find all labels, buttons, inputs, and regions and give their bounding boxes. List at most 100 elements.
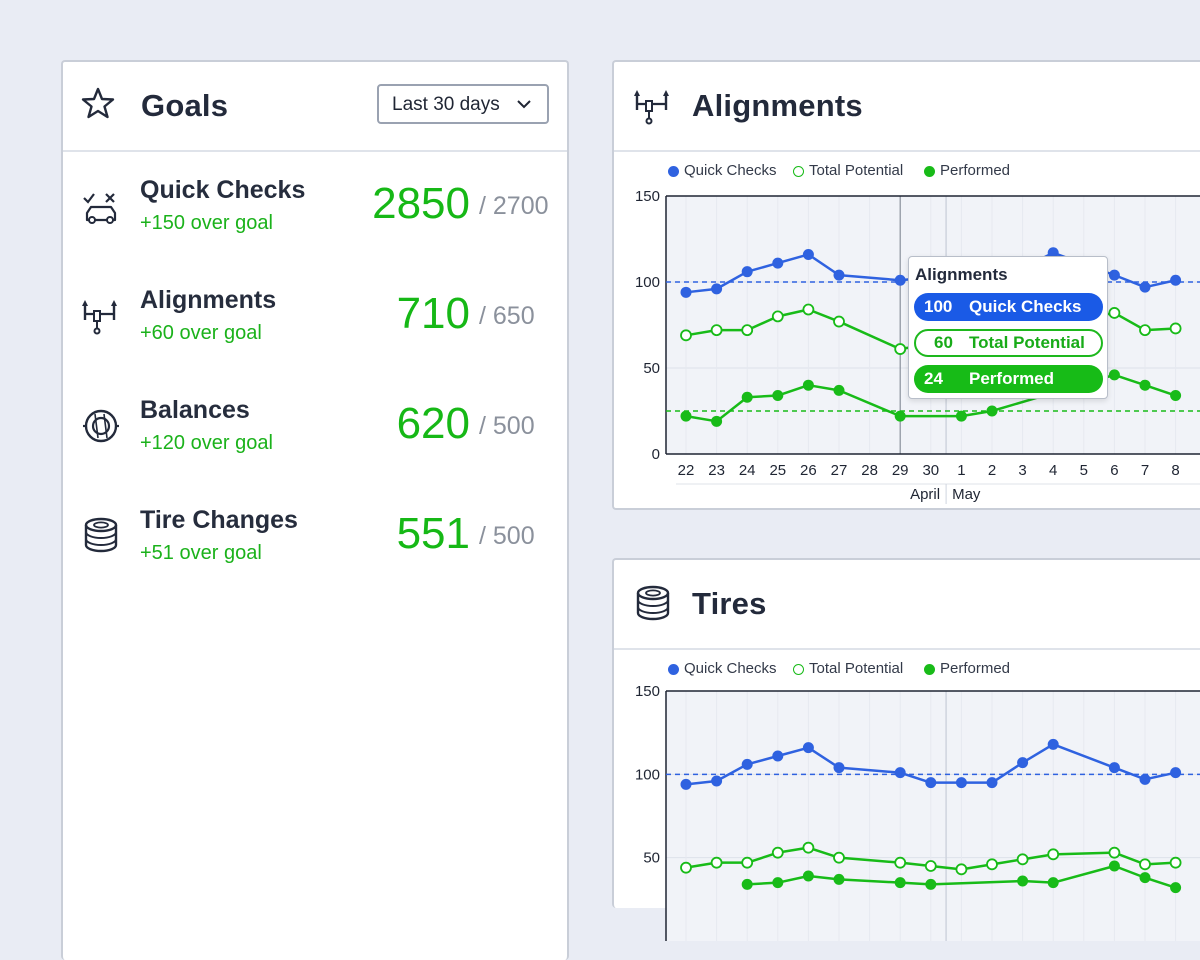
goal-target: / 500 [479, 412, 535, 440]
data-point-quick-checks [955, 777, 967, 789]
legend-label: Total Potential [809, 162, 904, 179]
data-point-total-potential [771, 846, 784, 859]
x-tick-label: 5 [1080, 462, 1088, 479]
chart-tooltip: Alignments 100 Quick Checks 60 Total Pot… [908, 256, 1108, 399]
goal-row-alignments[interactable]: Alignments +60 over goal 710 / 650 [63, 286, 567, 376]
legend-label: Quick Checks [684, 162, 777, 179]
legend-label: Total Potential [809, 660, 904, 677]
tooltip-value: 60 [934, 333, 953, 352]
date-range-label: Last 30 days [392, 94, 500, 115]
data-point-total-potential [1139, 858, 1151, 871]
alignments-header: Alignments [614, 62, 1200, 152]
data-point-total-potential [741, 324, 754, 337]
data-point-performed [955, 410, 967, 422]
tooltip-title: Alignments [915, 265, 1008, 284]
data-point-quick-checks [1139, 773, 1151, 785]
data-point-total-potential [710, 324, 723, 337]
x-tick-label: 22 [678, 462, 695, 479]
x-tick-label: 24 [739, 462, 756, 479]
data-point-total-potential [802, 303, 815, 316]
goals-panel: Goals Last 30 days Quick Checks +150 ove… [61, 60, 569, 960]
series-line-total-potential [685, 308, 1176, 351]
legend-label: Performed [940, 162, 1011, 179]
data-point-quick-checks [833, 762, 845, 774]
x-tick-label: 25 [769, 462, 786, 479]
data-point-performed [1108, 860, 1120, 872]
data-point-quick-checks [741, 758, 753, 770]
goal-name: Quick Checks [140, 176, 306, 204]
goal-delta: +150 over goal [140, 212, 273, 234]
x-group-label: April [910, 486, 940, 503]
goal-row-quick-checks[interactable]: Quick Checks +150 over goal 2850 / 2700 [63, 176, 567, 266]
data-point-performed [1047, 877, 1059, 889]
tire-stack-icon [84, 517, 118, 553]
date-range-select[interactable]: Last 30 days [377, 84, 549, 124]
data-point-quick-checks [1139, 281, 1151, 293]
data-point-performed [925, 878, 937, 890]
data-point-performed [802, 870, 814, 882]
tooltip-value: 24 [924, 369, 943, 388]
data-point-total-potential [833, 851, 845, 864]
y-tick-label: 100 [635, 766, 660, 783]
data-point-performed [894, 877, 906, 889]
tires-panel: Tires Quick Checks Total Potential Perfo… [612, 558, 1200, 941]
goal-value: 710 [396, 289, 470, 338]
data-point-performed [986, 405, 998, 417]
data-point-quick-checks [1170, 767, 1182, 779]
data-point-performed [1108, 369, 1120, 381]
goal-name: Balances [140, 396, 250, 424]
x-tick-label: 29 [892, 462, 909, 479]
legend-marker [793, 664, 804, 675]
y-tick-label: 100 [635, 274, 660, 291]
wheel-icon [83, 409, 119, 443]
tire-stack-icon [636, 585, 670, 621]
data-point-performed [772, 390, 784, 402]
data-point-quick-checks [772, 750, 784, 762]
goal-value: 2850 [372, 179, 470, 228]
tires-chart[interactable]: 50 100 150 [614, 560, 1200, 941]
data-point-quick-checks [772, 257, 784, 269]
data-point-total-potential [986, 858, 998, 871]
x-tick-label: 26 [800, 462, 817, 479]
data-point-performed [680, 410, 692, 422]
data-point-quick-checks [925, 777, 937, 789]
tires-header: Tires [614, 560, 1200, 650]
data-point-performed [1139, 379, 1151, 391]
data-point-total-potential [771, 310, 784, 323]
data-point-performed [1170, 882, 1182, 894]
plot-area [666, 691, 1200, 941]
goal-name: Alignments [140, 286, 277, 314]
data-point-performed [741, 391, 753, 403]
goal-name: Tire Changes [140, 506, 298, 534]
data-point-total-potential [1108, 846, 1121, 859]
y-tick-label: 50 [643, 850, 660, 867]
goal-target: / 650 [479, 302, 535, 330]
goals-title: Goals [141, 88, 229, 123]
data-point-quick-checks [894, 274, 906, 286]
data-point-performed [833, 384, 845, 396]
legend-marker [924, 166, 935, 177]
alignment-icon [82, 300, 117, 335]
goal-row-balances[interactable]: Balances +120 over goal 620 / 500 [63, 396, 567, 486]
goal-row-tire-changes[interactable]: Tire Changes +51 over goal 551 / 500 [63, 506, 567, 596]
alignments-title: Alignments [692, 88, 863, 123]
data-point-total-potential [833, 315, 845, 328]
data-point-total-potential [1016, 853, 1029, 866]
data-point-total-potential [894, 856, 907, 869]
x-tick-label: 28 [861, 462, 878, 479]
goal-target: / 500 [479, 522, 535, 550]
data-point-total-potential [680, 329, 692, 342]
goal-target: / 2700 [479, 192, 549, 220]
legend-label: Quick Checks [684, 660, 777, 677]
data-point-total-potential [710, 856, 723, 869]
data-point-total-potential [1169, 322, 1182, 335]
tooltip-row-performed: 24 Performed [914, 365, 1103, 393]
goal-value: 551 [396, 509, 470, 558]
car-check-icon [83, 193, 117, 224]
data-point-total-potential [680, 861, 692, 874]
data-point-performed [772, 877, 784, 889]
data-point-quick-checks [833, 269, 845, 281]
goal-delta: +51 over goal [140, 542, 262, 564]
star-icon [81, 87, 115, 119]
